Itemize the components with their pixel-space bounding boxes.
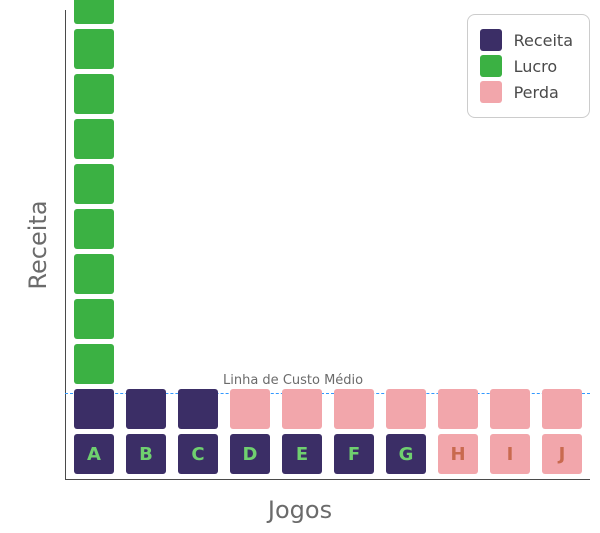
lucro-block (74, 164, 114, 204)
bar-column: A (74, 0, 114, 480)
lucro-block (74, 344, 114, 384)
perda-block (334, 389, 374, 429)
perda-block (490, 389, 530, 429)
y-axis-title: Receita (23, 145, 53, 345)
column-letter: D (243, 444, 258, 465)
bar-column: J (542, 389, 582, 480)
lucro-block (74, 29, 114, 69)
bar-column: H (438, 389, 478, 480)
column-letter: E (296, 444, 308, 465)
legend-item: Receita (480, 29, 573, 51)
bar-column: G (386, 389, 426, 480)
receita-block: E (282, 434, 322, 474)
column-letter: A (87, 444, 101, 465)
receita-block: B (126, 434, 166, 474)
x-axis-title: Jogos (200, 496, 400, 524)
avg-cost-line-label: Linha de Custo Médio (223, 373, 363, 388)
perda-block: I (490, 434, 530, 474)
perda-block (282, 389, 322, 429)
receita-block: D (230, 434, 270, 474)
receita-block: F (334, 434, 374, 474)
perda-block (438, 389, 478, 429)
perda-block (542, 389, 582, 429)
perda-block (230, 389, 270, 429)
legend-label: Lucro (514, 57, 558, 76)
receita-block (178, 389, 218, 429)
receita-block: G (386, 434, 426, 474)
column-letter: J (559, 444, 566, 465)
legend-label: Receita (514, 31, 573, 50)
receita-block (74, 389, 114, 429)
legend-label: Perda (514, 83, 559, 102)
bar-column: D (230, 389, 270, 480)
bar-column: F (334, 389, 374, 480)
column-letter: G (399, 444, 414, 465)
receita-block (126, 389, 166, 429)
lucro-block (74, 254, 114, 294)
receita-block: C (178, 434, 218, 474)
receita-block: A (74, 434, 114, 474)
legend: Receita Lucro Perda (467, 14, 590, 118)
lucro-block (74, 119, 114, 159)
column-letter: F (348, 444, 360, 465)
legend-item: Perda (480, 81, 573, 103)
lucro-block (74, 209, 114, 249)
lucro-block (74, 74, 114, 114)
legend-item: Lucro (480, 55, 573, 77)
legend-swatch (480, 29, 502, 51)
perda-block (386, 389, 426, 429)
lucro-block (74, 299, 114, 339)
column-letter: I (507, 444, 514, 465)
bar-column: E (282, 389, 322, 480)
legend-swatch (480, 55, 502, 77)
lucro-block (74, 0, 114, 24)
bar-column: B (126, 389, 166, 480)
column-letter: B (139, 444, 153, 465)
perda-block: J (542, 434, 582, 474)
bar-column: C (178, 389, 218, 480)
column-letter: C (191, 444, 204, 465)
bar-column: I (490, 389, 530, 480)
column-letter: H (450, 444, 465, 465)
perda-block: H (438, 434, 478, 474)
legend-swatch (480, 81, 502, 103)
